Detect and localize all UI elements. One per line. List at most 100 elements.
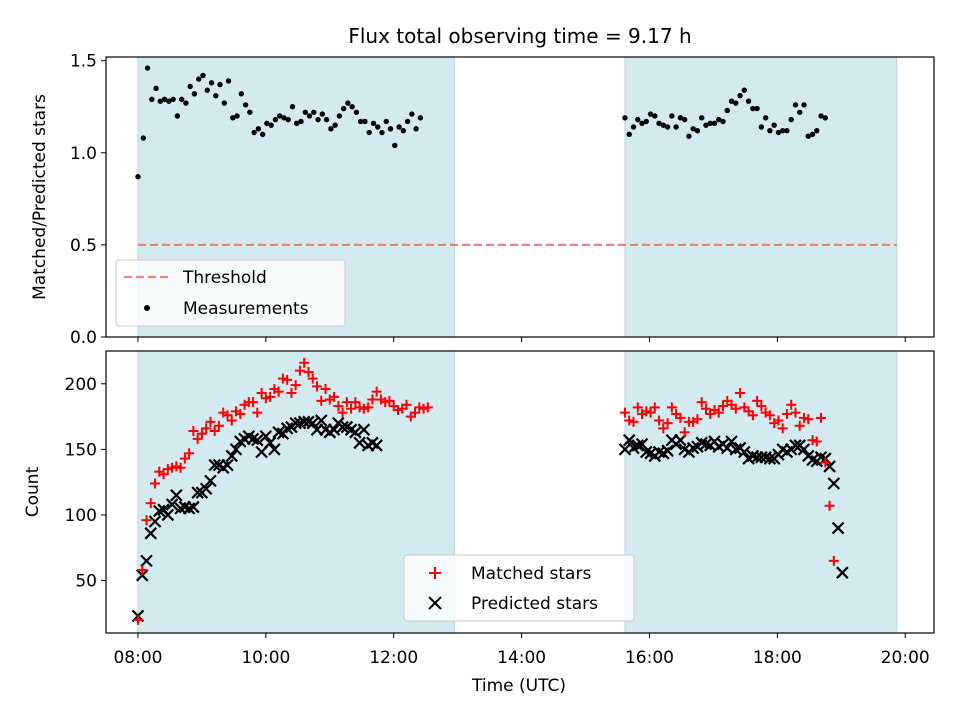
predicted-star-point (699, 437, 713, 451)
predicted-legend-label: Predicted stars (471, 594, 598, 614)
measurement-point (328, 126, 334, 132)
predicted-star-point (165, 498, 179, 511)
measurement-point (311, 109, 317, 115)
predicted-star-point (725, 435, 738, 448)
matched-star-point (311, 381, 322, 392)
matched-star-point (273, 386, 284, 397)
matched-star-point (248, 397, 259, 408)
matched-star-point (752, 395, 763, 406)
matched-star-point (329, 391, 340, 402)
predicted-star-point (831, 521, 845, 535)
measurement-point (234, 113, 240, 119)
measurement-point (255, 126, 262, 132)
measurement-point (698, 115, 705, 121)
measurement-point (387, 126, 394, 132)
predicted-star-point (836, 566, 849, 579)
measurement-point (340, 105, 347, 112)
measurement-point (741, 87, 748, 93)
matched-star-point (226, 415, 237, 426)
predicted-star-point (729, 443, 743, 456)
measurement-point (336, 113, 343, 119)
top-x-ticks (137, 337, 906, 342)
measurement-point (664, 124, 671, 130)
measurement-point (259, 131, 266, 138)
matched-star-point (730, 403, 741, 414)
measurement-point (289, 104, 296, 110)
measurement-point (417, 115, 424, 121)
matched-star-point (764, 410, 775, 421)
measurement-point (737, 92, 743, 99)
measurement-point (187, 83, 193, 90)
measurement-point (178, 96, 185, 103)
matched-star-point (188, 426, 199, 437)
measurement-point (238, 91, 245, 97)
top-axes-frame (105, 56, 935, 338)
predicted-star-point (251, 433, 264, 447)
measurement-point (639, 120, 645, 127)
matched-star-point (333, 401, 344, 412)
measurement-point (775, 129, 782, 136)
measurement-point (183, 100, 189, 106)
measurement-point (686, 133, 692, 139)
measurement-points (135, 65, 829, 180)
measurement-point (400, 127, 407, 134)
measurement-point (366, 129, 372, 136)
bottom-legend-box (403, 554, 635, 622)
matched-star-point (282, 374, 293, 385)
measurement-point (681, 116, 688, 123)
predicted-star-point (314, 414, 328, 427)
predicted-star-point (259, 429, 273, 443)
measurement-point (323, 116, 330, 123)
predicted-star-point (199, 482, 213, 495)
measurement-point (170, 96, 176, 103)
predicted-star-point (686, 441, 700, 455)
measurement-point (191, 91, 198, 97)
matched-star-point (649, 402, 660, 413)
measurement-point (724, 107, 730, 114)
measurement-point (413, 126, 419, 132)
matched-star-point (256, 387, 267, 398)
top-y-tick-label: 0.5 (70, 236, 97, 256)
measurement-point (814, 127, 820, 134)
predicted-star-point (797, 443, 811, 456)
matched-star-point (794, 420, 805, 431)
measurement-point (157, 98, 164, 104)
measurements-legend-label: Measurements (183, 299, 309, 319)
measurement-point (345, 100, 351, 106)
predicted-star-point (263, 436, 277, 450)
matched-star-point (205, 416, 216, 427)
measurement-point (281, 115, 287, 121)
predicted-star-point (353, 436, 366, 450)
matched-star-point (286, 387, 297, 398)
measurement-point (268, 122, 274, 128)
measurement-point (404, 118, 411, 125)
matched-star-point (700, 403, 711, 414)
top-y-ticks: 0.0 0.5 1.0 1.5 (70, 52, 106, 348)
matched-star-point (213, 420, 224, 431)
chart-title: Flux total observing time = 9.17 h (348, 24, 691, 48)
matched-star-point (175, 462, 186, 473)
measurement-point (225, 78, 232, 84)
matched-star-point (820, 457, 831, 468)
matched-star-point (401, 399, 412, 410)
observing-window (137, 350, 455, 634)
measurement-point (319, 111, 326, 117)
measurement-point (349, 104, 355, 110)
matched-star-point (192, 433, 203, 444)
measurement-point (716, 116, 722, 123)
measurement-point (332, 122, 338, 128)
predicted-star-point (738, 445, 751, 459)
measurement-point (677, 115, 684, 121)
matched-star-point (816, 412, 827, 423)
matched-star-point (350, 397, 361, 408)
matched-star-point (209, 426, 220, 437)
predicted-star-point (153, 504, 166, 518)
bottom-legend: Matched stars Predicted stars (403, 554, 635, 622)
measurement-point (272, 116, 279, 123)
predicted-star-point (225, 449, 239, 463)
predicted-star-point (280, 422, 294, 435)
measurement-point (694, 127, 701, 134)
matched-star-point (137, 565, 148, 576)
predicted-legend-marker (428, 596, 442, 610)
measurement-point (230, 115, 236, 121)
